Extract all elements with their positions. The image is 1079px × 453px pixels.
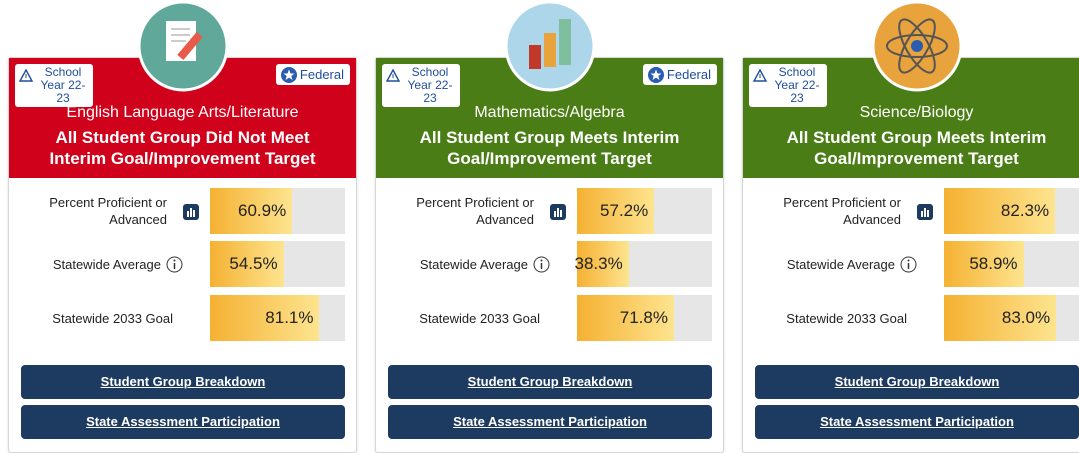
subject: Science/Biology [859, 104, 974, 121]
bar-track: 71.8% [577, 295, 712, 341]
action-button[interactable]: State Assessment Participation [21, 405, 345, 439]
subject-icon [137, 0, 229, 97]
subject: Mathematics/Algebra [474, 104, 625, 121]
metric-label: Statewide 2033 Goal [52, 311, 173, 326]
value-label: 58.9% [969, 254, 1018, 273]
chart-icon[interactable] [183, 204, 199, 225]
subject-icon [871, 0, 963, 97]
badge-text: School [44, 65, 82, 79]
action-button[interactable]: State Assessment Participation [755, 405, 1079, 439]
info-icon[interactable] [533, 256, 550, 278]
school-year-badge: School Year 22-23 [15, 64, 93, 107]
metric-label: Percent Proficient or Advanced [416, 195, 534, 227]
school-year-badge: School Year 22-23 [749, 64, 827, 107]
info-icon[interactable] [900, 256, 917, 278]
value-label: 54.5% [229, 254, 278, 273]
federal-badge: Federal [642, 64, 717, 85]
badge-text: Federal [299, 67, 344, 82]
bar-track: 57.2% [577, 188, 712, 234]
action-button[interactable]: Student Group Breakdown [21, 365, 345, 399]
chart-icon[interactable] [917, 204, 933, 225]
status: All Student Group Meets Interim Goal/Imp… [786, 128, 1047, 168]
bar [944, 188, 1056, 234]
bar-track: 54.5% [210, 241, 345, 287]
status: All Student Group Meets Interim Goal/Imp… [419, 128, 680, 168]
badge-text: Year 22-23 [774, 78, 820, 105]
badge-text: School [778, 65, 816, 79]
metric-label: Statewide 2033 Goal [786, 311, 907, 326]
metric-label: Statewide Average [786, 257, 895, 272]
metric-label: Statewide Average [52, 257, 161, 272]
badge-text: Year 22-23 [40, 78, 86, 105]
value-label: 71.8% [619, 308, 668, 327]
bar-track: 82.3% [944, 188, 1079, 234]
school-year-badge: School Year 22-23 [382, 64, 460, 107]
badge-text: Federal [666, 67, 711, 82]
bar [944, 295, 1057, 341]
subject-icon [504, 0, 596, 97]
bar-track: 38.3% [574, 241, 712, 287]
value-label: 57.2% [600, 201, 649, 220]
status: All Student Group Did Not Meet Interim G… [49, 128, 316, 168]
card: School Year 22-23 Federal Mathematics/Algeb… [375, 0, 724, 453]
action-button[interactable]: Student Group Breakdown [755, 365, 1079, 399]
metric-label: Statewide 2033 Goal [419, 311, 540, 326]
card: School Year 22-23 Federal English Language … [8, 0, 357, 453]
info-icon[interactable] [166, 256, 183, 278]
bar [210, 188, 293, 234]
subject: English Language Arts/Literature [66, 104, 299, 121]
value-label: 83.0% [1001, 308, 1051, 327]
bar-track: 58.9% [944, 241, 1079, 287]
metric-label: Percent Proficient or Advanced [783, 195, 901, 227]
bar [210, 295, 320, 341]
bar-track: 60.9% [210, 188, 345, 234]
metric-label: Percent Proficient or Advanced [49, 195, 167, 227]
badge-text: Year 22-23 [407, 78, 453, 105]
metric-label: Statewide Average [419, 257, 528, 272]
federal-badge: Federal [275, 64, 350, 85]
action-button[interactable]: State Assessment Participation [388, 405, 712, 439]
bar [577, 295, 674, 341]
action-button[interactable]: Student Group Breakdown [388, 365, 712, 399]
card: School Year 22-23 Science/Biology All Stude… [742, 0, 1079, 453]
bar-track: 81.1% [210, 295, 345, 341]
badge-text: School [411, 65, 449, 79]
bar [944, 241, 1024, 287]
bar [210, 241, 284, 287]
bar [577, 241, 629, 287]
value-label: 81.1% [265, 308, 314, 327]
value-label: 60.9% [238, 201, 287, 220]
value-label: 38.3% [574, 254, 623, 273]
chart-icon[interactable] [550, 204, 566, 225]
bar [577, 188, 655, 234]
bar-track: 83.0% [944, 295, 1079, 341]
value-label: 82.3% [1000, 201, 1050, 220]
